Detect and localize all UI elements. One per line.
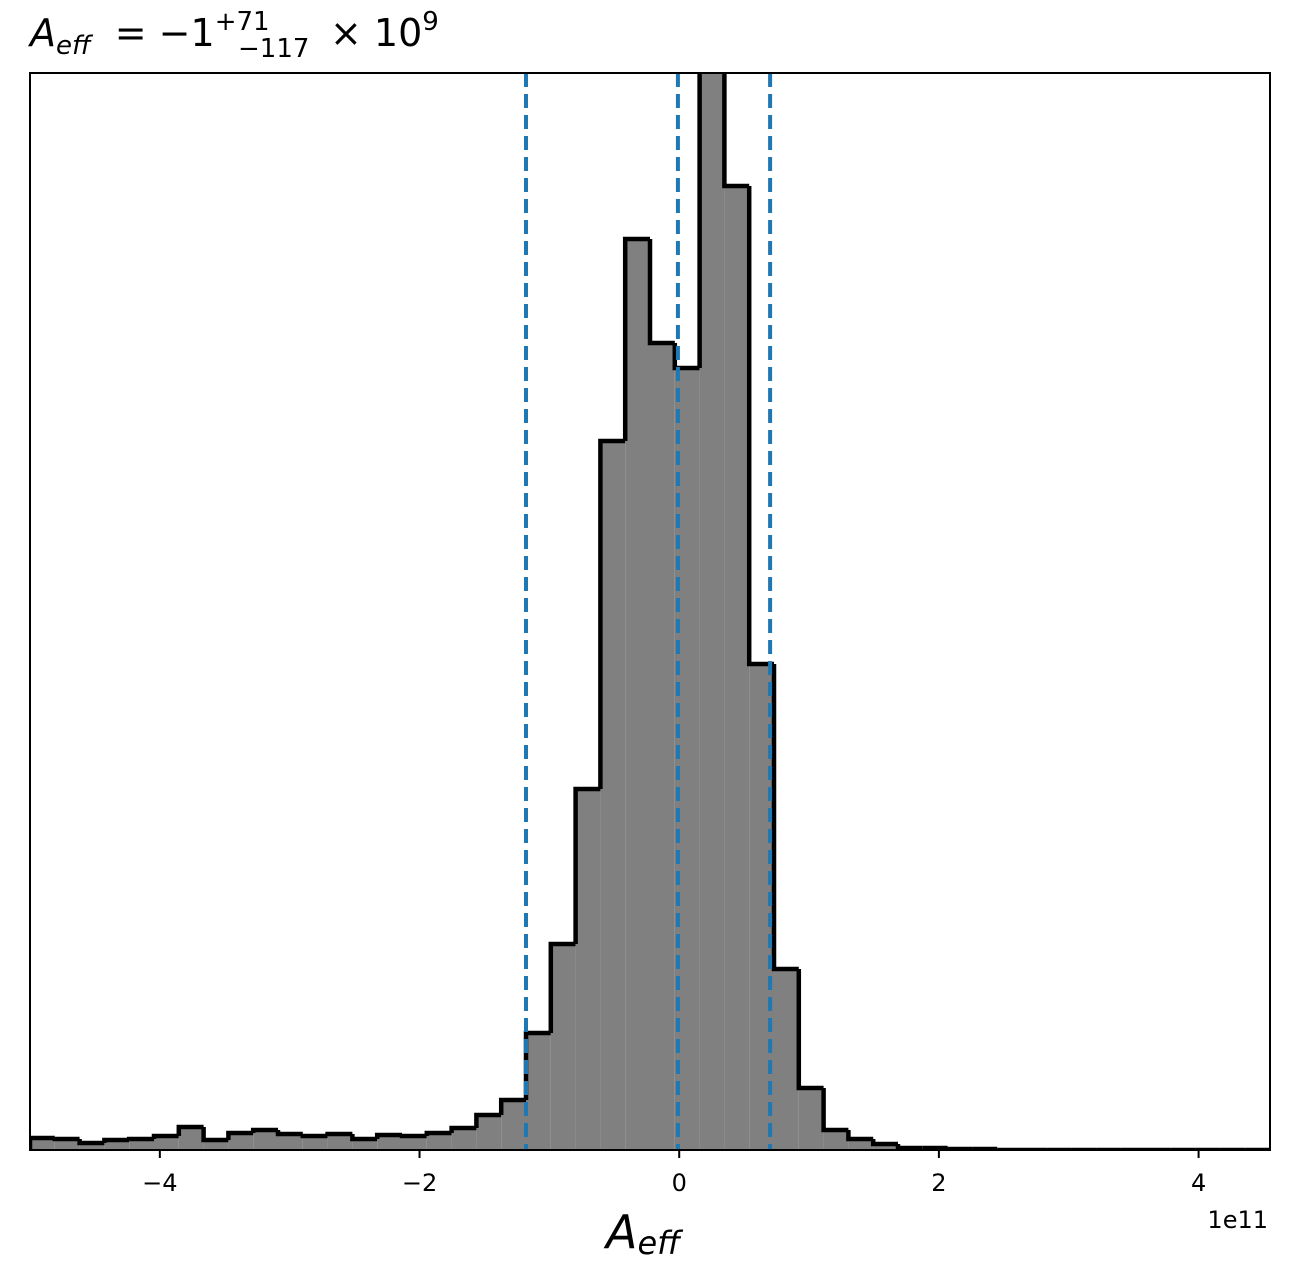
chart-title: Aeff = −1+71: [27, 7, 270, 61]
bar-outline: [672, 343, 700, 371]
bar-outline: [424, 1130, 452, 1136]
bar: [228, 1133, 254, 1150]
x-tick-label: 4: [1191, 1169, 1206, 1197]
bar-outline: [176, 1124, 204, 1136]
bar: [54, 1139, 80, 1150]
x-axis-label: Aeff: [603, 1205, 684, 1262]
bar-outline: [226, 1130, 254, 1140]
bar: [104, 1140, 130, 1150]
bar-outline: [300, 1133, 328, 1139]
bar: [327, 1134, 353, 1150]
x-tick-label: 2: [931, 1169, 946, 1197]
bar-outline: [945, 1146, 973, 1150]
bar: [352, 1139, 378, 1150]
x-tick-label: −4: [142, 1169, 177, 1197]
bar-outline: [399, 1133, 427, 1139]
bar: [476, 1115, 502, 1150]
bar: [377, 1135, 402, 1150]
bar-outline: [598, 438, 626, 789]
bar: [402, 1136, 427, 1150]
bar: [699, 73, 725, 1150]
bar-outline: [151, 1133, 179, 1139]
bar-outline: [821, 1088, 849, 1133]
bar-outline: [746, 186, 774, 667]
title-upper: +71: [215, 7, 270, 37]
bar-outline: [895, 1144, 923, 1150]
bar: [253, 1130, 278, 1150]
bar: [501, 1100, 526, 1150]
bar-outline: [350, 1134, 378, 1142]
bar: [451, 1128, 477, 1150]
bar: [154, 1136, 179, 1150]
bar: [30, 1138, 55, 1150]
x-tick-label: −2: [402, 1169, 437, 1197]
bar: [79, 1143, 105, 1150]
plot-area: [30, 73, 1270, 1150]
bar: [575, 789, 601, 1150]
bar-outline: [77, 1139, 105, 1146]
bar: [873, 1144, 898, 1150]
bar-outline: [201, 1127, 229, 1143]
bar-outline: [474, 1112, 502, 1128]
bar-outline: [622, 236, 650, 441]
title-subscript: eff: [56, 31, 94, 61]
bar: [650, 343, 675, 1150]
bar-outline: [498, 1097, 526, 1115]
bar-outline: [573, 786, 601, 944]
bar-outline: [449, 1125, 477, 1133]
title-lower: −117: [238, 34, 309, 64]
bar-outline: [52, 1136, 80, 1142]
bar: [426, 1133, 452, 1150]
axes-frame: [29, 72, 1271, 1151]
bar-outline: [722, 73, 750, 189]
x-offset-label: 1e11: [1207, 1206, 1268, 1234]
bar-outline: [374, 1132, 402, 1139]
x-tick-label: 0: [672, 1169, 687, 1197]
bar: [823, 1130, 849, 1150]
bar-outline: [796, 969, 824, 1091]
bar: [625, 239, 650, 1150]
bar-outline: [523, 1030, 551, 1100]
bar-outline: [846, 1130, 874, 1142]
bar-outline: [126, 1136, 154, 1142]
bar: [798, 1088, 824, 1150]
title-equals: = −1: [115, 11, 215, 55]
xlabel-symbol: A: [603, 1205, 637, 1259]
bar-outline: [548, 941, 576, 1033]
bar: [848, 1139, 874, 1150]
bar: [178, 1127, 204, 1150]
bar: [302, 1136, 328, 1150]
bar-outline: [771, 664, 799, 972]
bar-outline: [275, 1130, 303, 1137]
title-times-text: × 10: [330, 11, 422, 55]
bar-outline: [870, 1139, 898, 1147]
bar-outline: [102, 1137, 130, 1143]
bar-outline: [697, 73, 702, 368]
bar: [526, 1033, 551, 1150]
xlabel-subscript: eff: [637, 1224, 684, 1262]
bar: [724, 186, 750, 1150]
bar-outline: [647, 239, 675, 346]
title-exponent: 9: [422, 7, 439, 37]
bar-outline: [250, 1127, 278, 1133]
bar: [550, 944, 576, 1150]
title-symbol: A: [27, 11, 56, 55]
title-times: × 109: [330, 7, 439, 55]
bar: [774, 969, 799, 1150]
bar: [129, 1139, 154, 1150]
bar-outline: [325, 1131, 353, 1137]
bar-outline: [30, 1135, 55, 1150]
bar: [600, 441, 626, 1150]
bar: [278, 1134, 303, 1150]
bar: [203, 1140, 229, 1150]
